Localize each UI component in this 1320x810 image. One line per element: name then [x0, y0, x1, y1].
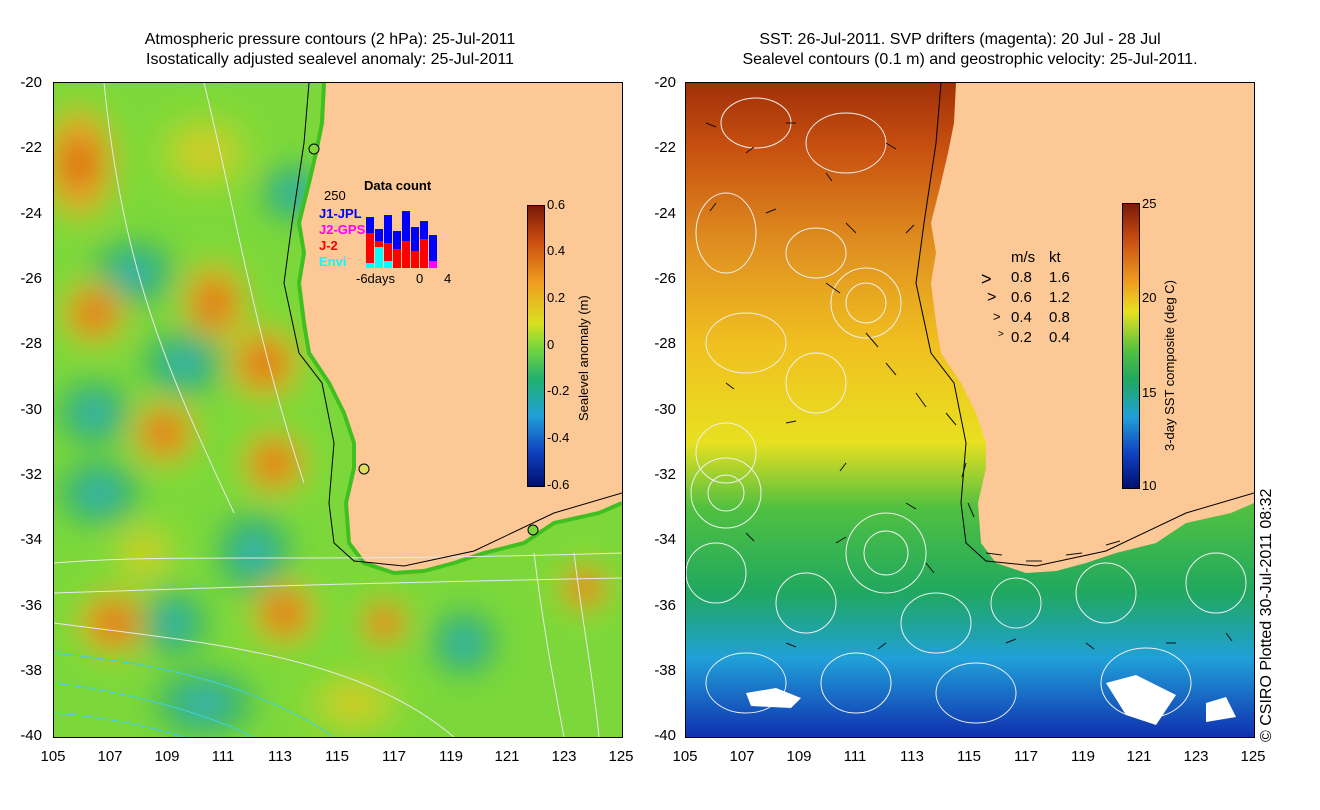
right-y-label-38: -38 [654, 662, 676, 679]
right-x-label-119: 119 [1071, 748, 1095, 765]
right-y-label-34: -34 [654, 531, 676, 548]
left-y-label-28: -28 [20, 335, 42, 352]
speed-row-1-ms: 0.6 [1011, 289, 1032, 306]
speed-row-3-ms: 0.2 [1011, 329, 1032, 346]
right-x-label-125: 125 [1240, 748, 1266, 765]
right-x-label-117: 117 [1014, 748, 1038, 765]
sst-tick-15: 15 [1142, 385, 1157, 400]
left-x-label-105: 105 [40, 748, 66, 765]
right-x-label-113: 113 [900, 748, 924, 765]
right-title-line1: SST: 26-Jul-2011. SVP drifters (magenta)… [759, 31, 1161, 48]
speed-row-2-kt: 0.8 [1049, 309, 1070, 326]
speed-row-3-kt: 0.4 [1049, 329, 1070, 346]
left-x-label-115: 115 [325, 748, 349, 765]
right-x-label-109: 109 [786, 748, 812, 765]
right-title-line2: Sealevel contours (0.1 m) and geostrophi… [742, 51, 1198, 68]
right-y-label-32: -32 [654, 466, 676, 483]
left-y-label-26: -26 [20, 270, 42, 287]
speed-header-kt: kt [1049, 249, 1061, 266]
speed-legend: m/s kt > 0.8 1.6 > 0.6 1.2 > 0.4 0.8 > 0… [981, 249, 1101, 349]
sla-tick-neg0.4: -0.4 [547, 430, 570, 445]
sla-tick-0: 0 [547, 337, 555, 352]
right-y-label-36: -36 [654, 597, 676, 614]
sla-colorbar-label: Sealevel anomaly (m) [576, 295, 591, 421]
left-y-label-30: -30 [20, 401, 42, 418]
left-x-label-125: 125 [608, 748, 634, 765]
right-y-label-28: -28 [654, 335, 676, 352]
speed-row-1-arrow: > [987, 289, 997, 306]
sla-tick-0.4: 0.4 [547, 243, 566, 258]
series-j-2: J-2 [319, 238, 338, 253]
left-x-label-119: 119 [439, 748, 463, 765]
credit-text: © CSIRO Plotted 30-Jul-2011 08:32 [1258, 488, 1275, 742]
sealevel-anomaly-map: Data count 250 J1-JPL J2-GPS J-2 Envi -6… [53, 82, 623, 738]
right-y-label-40: -40 [654, 727, 676, 744]
speed-header-ms: m/s [1011, 249, 1036, 266]
speed-row-0-ms: 0.8 [1011, 269, 1032, 286]
data-count-x-0: 0 [416, 271, 424, 286]
right-y-label-20: -20 [654, 74, 676, 91]
left-x-label-111: 111 [211, 748, 235, 765]
left-x-label-109: 109 [154, 748, 180, 765]
data-count-ymax: 250 [324, 188, 346, 203]
sst-map: m/s kt > 0.8 1.6 > 0.6 1.2 > 0.4 0.8 > 0… [685, 82, 1255, 738]
data-count-bars [366, 211, 437, 268]
sla-tick-neg0.6: -0.6 [547, 477, 570, 492]
right-x-label-121: 121 [1126, 748, 1152, 765]
right-y-label-22: -22 [654, 139, 676, 156]
data-count-x-4: 4 [444, 271, 452, 286]
left-x-label-121: 121 [494, 748, 520, 765]
left-x-label-117: 117 [382, 748, 406, 765]
sst-tick-20: 20 [1142, 290, 1157, 305]
speed-row-0-arrow: > [981, 269, 992, 289]
sla-tick-0.2: 0.2 [547, 290, 566, 305]
data-count-x-6days: -6days [356, 271, 396, 286]
sst-colorbar-label: 3-day SST composite (deg C) [1162, 280, 1177, 451]
speed-row-3-arrow: > [998, 329, 1004, 340]
left-x-label-123: 123 [551, 748, 577, 765]
series-envi: Envi [319, 254, 347, 269]
right-x-label-111: 111 [843, 748, 867, 765]
data-count-inset: Data count 250 J1-JPL J2-GPS J-2 Envi -6… [314, 178, 454, 308]
left-title-line2: Isostatically adjusted sealevel anomaly:… [146, 51, 514, 68]
sla-tick-neg0.2: -0.2 [547, 383, 570, 398]
right-y-label-24: -24 [654, 205, 676, 222]
right-x-label-115: 115 [957, 748, 981, 765]
left-y-label-34: -34 [20, 531, 42, 548]
left-y-label-20: -20 [20, 74, 42, 91]
left-y-label-32: -32 [20, 466, 42, 483]
sst-tick-25: 25 [1142, 196, 1157, 211]
speed-row-2-ms: 0.4 [1011, 309, 1032, 326]
right-x-label-123: 123 [1183, 748, 1209, 765]
sst-field [686, 83, 1254, 737]
data-count-title: Data count [364, 178, 432, 193]
left-y-label-22: -22 [20, 139, 42, 156]
left-x-label-113: 113 [268, 748, 292, 765]
left-x-label-107: 107 [97, 748, 123, 765]
left-y-label-36: -36 [20, 597, 42, 614]
right-x-label-105: 105 [672, 748, 698, 765]
speed-row-1-kt: 1.2 [1049, 289, 1070, 306]
sealevel-colorbar [527, 205, 545, 487]
speed-row-2-arrow: > [993, 309, 1001, 324]
left-y-label-24: -24 [20, 205, 42, 222]
left-title-line1: Atmospheric pressure contours (2 hPa): 2… [144, 31, 516, 48]
right-y-label-30: -30 [654, 401, 676, 418]
series-j2-gps: J2-GPS [319, 222, 366, 237]
sst-tick-10: 10 [1142, 478, 1157, 493]
sst-colorbar [1122, 203, 1140, 489]
right-x-label-107: 107 [729, 748, 755, 765]
speed-row-0-kt: 1.6 [1049, 269, 1070, 286]
sla-tick-0.6: 0.6 [547, 197, 566, 212]
series-j1-jpl: J1-JPL [319, 206, 362, 221]
left-y-label-38: -38 [20, 662, 42, 679]
right-y-label-26: -26 [654, 270, 676, 287]
left-y-label-40: -40 [20, 727, 42, 744]
